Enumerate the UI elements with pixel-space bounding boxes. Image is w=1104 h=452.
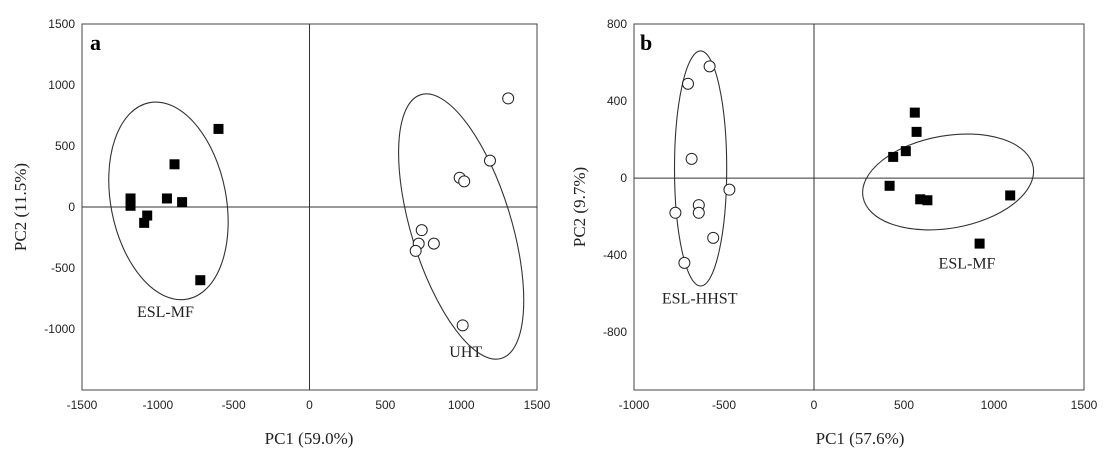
data-point-square (888, 151, 899, 162)
data-point-square (911, 126, 922, 137)
data-point-circle (682, 77, 694, 90)
data-point-square (213, 123, 224, 134)
scatter-panel-a: a PC1 (59.0%) PC2 (11.5%) -1500 -1000 -500… (11, 17, 551, 448)
group-labels-b: ESL-HHST ESL-MF (662, 256, 996, 308)
y-tick-label: 0 (620, 171, 627, 185)
y-tick-label: 1500 (48, 17, 75, 31)
data-point-square (909, 107, 920, 118)
data-point-circle (723, 183, 736, 196)
y-tick-label: 0 (68, 200, 75, 214)
x-tick-label: -1500 (67, 398, 98, 412)
y-tick-label: -400 (603, 248, 627, 262)
plot-frame-b (633, 23, 1085, 391)
data-point-square (142, 210, 153, 221)
data-points-b (669, 60, 1016, 269)
y-tick-label: 800 (607, 17, 627, 31)
data-point-circle (456, 319, 469, 332)
y-tick-label: -1000 (44, 322, 75, 336)
data-point-circle (502, 92, 515, 105)
data-point-square (177, 197, 188, 208)
group-ellipse (862, 133, 1035, 231)
data-point-square (125, 193, 136, 204)
x-tick-label: 0 (306, 398, 313, 412)
data-point-circle (483, 154, 496, 167)
x-axis-label-a: PC1 (59.0%) (265, 429, 354, 448)
data-point-circle (685, 152, 698, 165)
group-label: ESL-HHST (662, 290, 738, 307)
x-tick-label: -1000 (619, 398, 650, 412)
x-axis-label-b: PC1 (57.6%) (816, 429, 905, 448)
y-axis-label-a: PC2 (11.5%) (11, 163, 30, 251)
data-point-circle (409, 244, 422, 257)
group-ellipses-b (673, 50, 1035, 287)
y-tick-label: 1000 (48, 78, 75, 92)
group-label: ESL-MF (137, 304, 194, 321)
x-tick-label: 1000 (448, 398, 475, 412)
data-point-square (922, 195, 933, 206)
group-ellipse (108, 101, 229, 301)
x-tick-label: 1000 (981, 398, 1008, 412)
x-tick-label: 1500 (1071, 398, 1098, 412)
x-tick-label: -500 (222, 398, 246, 412)
data-point-circle (458, 175, 471, 188)
data-point-circle (415, 224, 428, 237)
data-points-a (125, 92, 515, 332)
data-point-circle (678, 256, 691, 269)
x-tick-label: 1500 (524, 398, 551, 412)
data-point-square (195, 275, 206, 286)
data-point-square (161, 193, 172, 204)
y-tick-label: 500 (55, 139, 75, 153)
data-point-square (169, 159, 180, 170)
x-tick-label: 0 (811, 398, 818, 412)
group-label: ESL-MF (939, 256, 996, 273)
y-axis-label-b: PC2 (9.7%) (570, 167, 589, 247)
data-point-circle (669, 206, 682, 219)
x-tick-label: 500 (375, 398, 395, 412)
data-point-circle (707, 231, 720, 244)
reference-lines-b (634, 24, 1084, 390)
group-labels-a: ESL-MF UHT (137, 304, 482, 361)
data-point-square (1005, 190, 1016, 201)
data-point-square (884, 180, 895, 191)
x-tick-label: -500 (712, 398, 736, 412)
reference-lines-a (82, 24, 537, 390)
data-point-circle (692, 206, 705, 219)
tick-labels-a: -1500 -1000 -500 0 500 1000 1500 -1000 -500 0 500 1… (44, 17, 550, 412)
y-tick-label: -800 (603, 325, 627, 339)
tick-labels-b: -1000 -500 0 500 1000 1500 -800 -400 0 400 800 (603, 17, 1098, 412)
data-point-circle (703, 60, 716, 73)
data-point-square (900, 146, 911, 157)
panel-label-b: b (640, 30, 652, 55)
x-tick-label: 500 (894, 398, 914, 412)
x-tick-label: -1000 (142, 398, 173, 412)
group-label: UHT (449, 344, 482, 361)
scatter-panel-b: b PC1 (57.6%) PC2 (9.7%) -1000 -500 0 500 10… (570, 17, 1098, 448)
group-ellipse (673, 50, 728, 287)
data-point-square (915, 194, 926, 205)
panel-label-a: a (90, 30, 101, 55)
y-tick-label: -500 (51, 261, 75, 275)
data-point-square (139, 217, 150, 228)
y-tick-label: 400 (607, 94, 627, 108)
data-point-circle (427, 237, 440, 250)
data-point-square (125, 200, 136, 211)
data-point-square (974, 238, 985, 249)
